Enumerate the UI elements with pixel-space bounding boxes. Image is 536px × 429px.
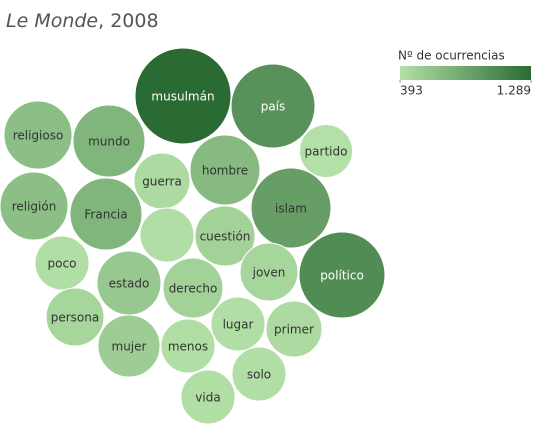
bubble [180, 369, 236, 425]
bubble [139, 207, 195, 263]
bubble-label: solo [247, 368, 271, 382]
bubble [97, 314, 161, 378]
bubble [134, 47, 232, 145]
bubble-label: estado [109, 277, 150, 291]
bubble-label: mujer [112, 340, 147, 354]
bubble-label: joven [252, 266, 286, 280]
bubble [3, 100, 73, 170]
bubble-label: derecho [169, 282, 218, 296]
bubble-label: menos [168, 340, 208, 354]
chart-title: Le Monde, 2008 [6, 10, 159, 32]
legend-gradient [400, 66, 531, 80]
bubble [194, 205, 256, 267]
bubble [298, 231, 386, 319]
bubble [34, 235, 90, 291]
bubble [265, 300, 323, 358]
bubble-label: cuestión [200, 230, 251, 244]
bubble-label: partido [305, 145, 348, 159]
bubble-label: político [320, 269, 364, 283]
bubble-label: mundo [88, 135, 130, 149]
bubble-label: guerra [142, 175, 182, 189]
legend-title: Nº de ocurrencias [398, 49, 505, 63]
bubble-label: vida [195, 391, 220, 405]
bubble-label: primer [274, 323, 314, 337]
bubble [230, 63, 316, 149]
title-italic: Le Monde [6, 10, 98, 32]
legend-tick-label: 393 [400, 84, 423, 98]
bubble-label: persona [51, 311, 100, 325]
bubble [162, 257, 224, 319]
bubble-label: país [261, 100, 286, 114]
bubble [69, 177, 143, 251]
bubble-label: poco [48, 257, 77, 271]
bubble-label: musulmán [151, 90, 214, 104]
bubble [239, 242, 299, 302]
title-rest: , 2008 [98, 10, 158, 32]
bubble-label: islam [275, 202, 307, 216]
bubble-label: lugar [223, 318, 254, 332]
bubble [0, 171, 69, 241]
bubble [298, 123, 354, 179]
bubble-label: religioso [13, 129, 64, 143]
bubble-label: hombre [202, 164, 248, 178]
bubble [210, 296, 266, 352]
bubble [72, 104, 146, 178]
bubble-label: religión [12, 200, 57, 214]
bubble [45, 287, 105, 347]
bubble [250, 167, 332, 249]
bubble [160, 318, 216, 374]
bubble-label: Francia [84, 208, 127, 222]
bubble [231, 346, 287, 402]
bubble [189, 134, 261, 206]
legend-tick-label: 1.289 [497, 84, 531, 98]
